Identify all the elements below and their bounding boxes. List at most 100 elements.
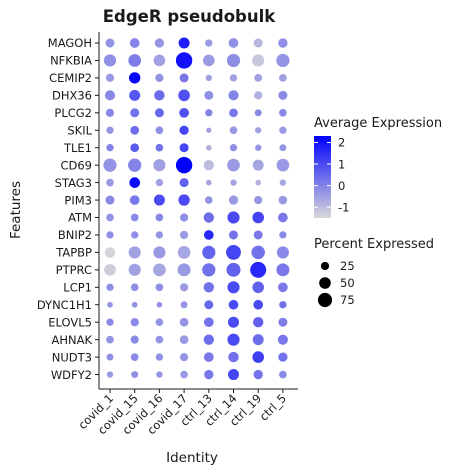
dot	[229, 144, 238, 152]
dot	[204, 90, 214, 100]
y-tick-label: ATM	[68, 211, 92, 225]
dot	[276, 53, 290, 68]
dot	[130, 318, 139, 327]
x-ticks	[109, 389, 284, 393]
dot	[104, 247, 116, 258]
dot	[130, 353, 139, 361]
dot	[105, 38, 115, 48]
dot	[228, 38, 239, 48]
dot	[255, 179, 262, 186]
dot	[131, 371, 139, 379]
size-legend-label: 75	[340, 293, 355, 307]
dot	[279, 108, 287, 117]
dot	[205, 74, 212, 82]
dot	[226, 244, 241, 260]
color-legend-label: 0	[338, 179, 345, 193]
dot	[106, 178, 114, 187]
dot	[253, 230, 263, 240]
dot	[204, 196, 213, 204]
dot	[254, 74, 263, 82]
dot	[104, 263, 116, 276]
y-tick-label: LCP1	[63, 281, 92, 295]
dot	[106, 144, 114, 152]
dot	[130, 335, 139, 344]
dot	[205, 39, 213, 47]
dot	[227, 333, 240, 346]
dot	[106, 231, 114, 239]
y-tick-label: AHNAK	[51, 333, 92, 347]
dot	[279, 179, 287, 186]
dot	[228, 90, 239, 101]
dot	[229, 126, 238, 135]
x-tick-labels: covid_1covid_15covid_16covid_17ctrl_13ct…	[75, 391, 289, 437]
y-tick-label: PIM3	[64, 193, 92, 207]
dot	[129, 195, 140, 205]
dot	[279, 370, 287, 379]
dot	[252, 334, 264, 346]
dot	[279, 126, 287, 134]
y-tick-label: DHX36	[52, 89, 92, 103]
dot	[278, 38, 288, 48]
dot	[251, 245, 265, 260]
dot	[180, 283, 189, 292]
dot	[203, 317, 214, 328]
dot	[229, 74, 238, 82]
y-tick-label: STAG3	[55, 176, 92, 190]
dot	[252, 54, 265, 67]
dot	[154, 108, 164, 118]
dot	[227, 211, 240, 224]
dot	[155, 143, 164, 152]
dot	[154, 90, 165, 101]
dot	[179, 317, 189, 327]
y-axis-title: Features	[8, 181, 24, 239]
dot	[203, 159, 214, 171]
dot	[128, 54, 142, 67]
dot	[155, 213, 164, 222]
dot	[278, 282, 288, 293]
dot	[279, 301, 287, 309]
y-tick-label: NUDT3	[52, 350, 92, 364]
dot	[178, 37, 190, 49]
dot	[254, 91, 263, 100]
dot	[180, 213, 189, 222]
dots	[103, 37, 290, 381]
dot	[153, 54, 166, 67]
dot	[253, 299, 264, 310]
color-legend-bar	[314, 136, 331, 218]
dot	[202, 263, 216, 277]
dot	[128, 158, 142, 172]
color-legend-label: 1	[338, 157, 345, 171]
y-tick-label: MAGOH	[48, 36, 92, 50]
dot	[129, 177, 141, 188]
dot	[205, 179, 212, 186]
dot	[230, 179, 237, 186]
y-tick-label: NFKBIA	[50, 54, 92, 68]
dot	[105, 195, 115, 205]
dot	[129, 89, 141, 101]
dot	[130, 283, 139, 292]
dot	[228, 351, 239, 363]
size-legend-label: 25	[340, 259, 355, 273]
dot	[203, 54, 215, 67]
dot	[179, 335, 189, 344]
dot	[180, 301, 188, 309]
dot	[278, 212, 288, 223]
dot	[180, 370, 188, 379]
dot	[253, 317, 264, 328]
dot	[153, 263, 166, 277]
dot	[203, 212, 214, 223]
dot	[153, 194, 165, 206]
dot	[276, 246, 289, 259]
dot	[252, 281, 264, 294]
dot	[130, 108, 140, 118]
dot	[279, 74, 287, 82]
x-axis-title: Identity	[166, 450, 218, 466]
dot	[278, 195, 288, 205]
dot	[255, 144, 262, 151]
dot	[154, 38, 165, 48]
size-legend: 25 50 75	[317, 259, 355, 307]
dot	[203, 334, 214, 345]
y-tick-label: CD69	[60, 158, 92, 172]
dot	[276, 158, 290, 172]
dot	[277, 334, 288, 345]
